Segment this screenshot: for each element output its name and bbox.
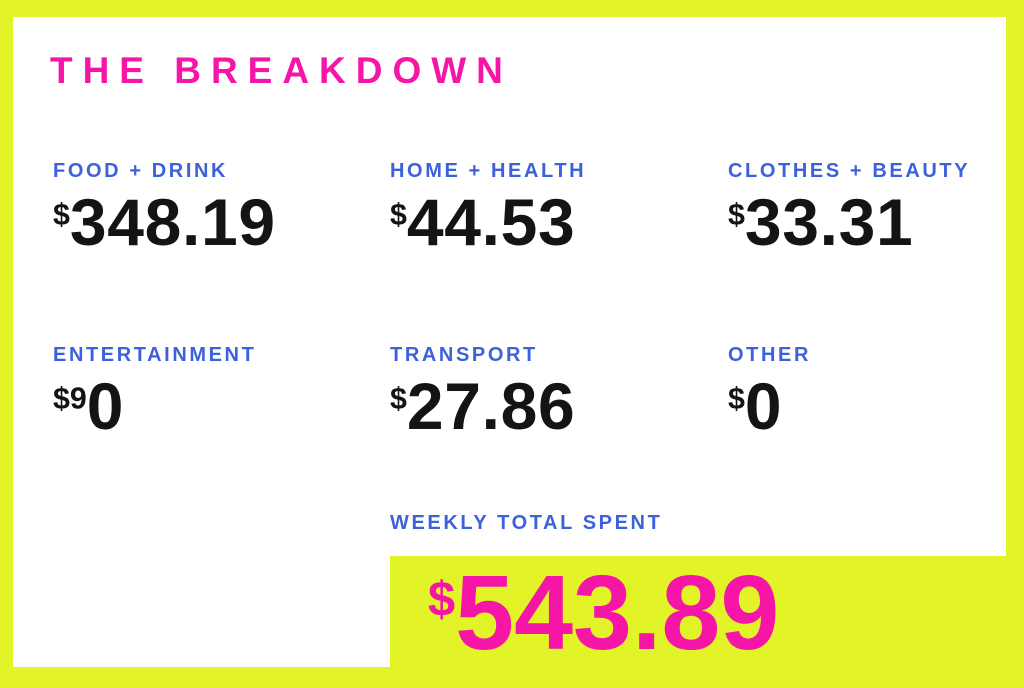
category-amount: $90 xyxy=(53,373,256,439)
category-home-health: HOME + HEALTH $44.53 xyxy=(390,160,586,255)
amount-value: 0 xyxy=(86,369,125,443)
category-clothes-beauty: CLOTHES + BEAUTY $33.31 xyxy=(728,160,970,255)
category-label: CLOTHES + BEAUTY xyxy=(728,160,971,182)
amount-value: 27.86 xyxy=(406,369,576,443)
currency-symbol: $ xyxy=(53,198,70,232)
total-value: 543.89 xyxy=(455,554,780,672)
weekly-total-label: WEEKLY TOTAL SPENT xyxy=(390,512,663,534)
currency-symbol: $ xyxy=(390,198,407,232)
currency-symbol: $9 xyxy=(53,382,87,416)
category-amount: $44.53 xyxy=(390,189,586,255)
category-food-drink: FOOD + DRINK $348.19 xyxy=(53,160,276,255)
total-highlight-block: $543.89 xyxy=(390,556,1024,688)
currency-symbol: $ xyxy=(390,382,407,416)
category-entertainment: ENTERTAINMENT $90 xyxy=(53,344,256,439)
category-label: TRANSPORT xyxy=(390,344,538,366)
category-amount: $27.86 xyxy=(390,373,575,439)
currency-symbol: $ xyxy=(728,382,745,416)
currency-symbol: $ xyxy=(728,198,745,232)
category-amount: $348.19 xyxy=(53,189,276,255)
category-label: HOME + HEALTH xyxy=(390,160,587,182)
category-transport: TRANSPORT $27.86 xyxy=(390,344,575,439)
amount-value: 44.53 xyxy=(406,185,576,259)
category-label: ENTERTAINMENT xyxy=(53,344,257,366)
category-label: FOOD + DRINK xyxy=(53,160,229,182)
category-label: OTHER xyxy=(728,344,811,366)
category-amount: $0 xyxy=(728,373,811,439)
amount-value: 0 xyxy=(744,369,783,443)
category-amount: $33.31 xyxy=(728,189,970,255)
currency-symbol: $ xyxy=(428,572,456,627)
amount-value: 33.31 xyxy=(744,185,914,259)
category-other: OTHER $0 xyxy=(728,344,811,439)
page-title: THE BREAKDOWN xyxy=(50,50,513,91)
amount-value: 348.19 xyxy=(69,185,276,259)
weekly-total-amount: $543.89 xyxy=(390,556,1024,669)
